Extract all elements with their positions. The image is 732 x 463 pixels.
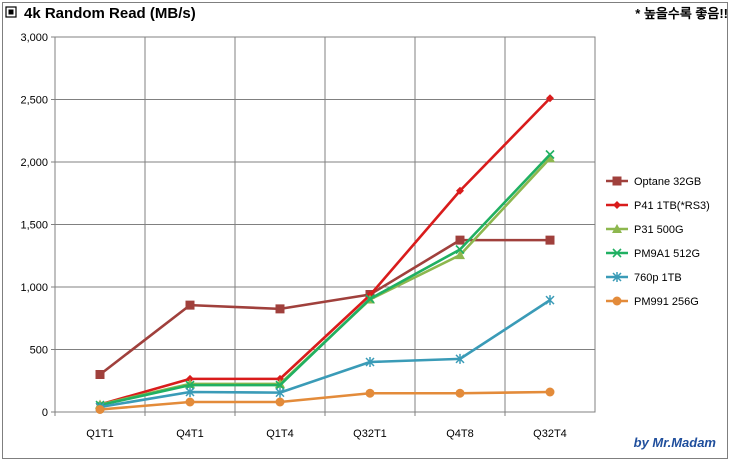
data-point: [456, 186, 464, 195]
data-point: [455, 388, 465, 398]
data-point: [545, 235, 555, 245]
legend-marker: [612, 248, 622, 258]
y-tick-label: 2,000: [20, 157, 48, 169]
legend-item: Optane 32GB: [606, 176, 701, 188]
data-point: [455, 235, 465, 245]
data-point: [185, 397, 195, 407]
series-line: [99, 299, 551, 409]
author-credit: by Mr.Madam: [634, 435, 717, 450]
legend-item: PM991 256G: [606, 296, 699, 308]
y-tick-label: 3,000: [20, 32, 48, 44]
grid-lines: [55, 36, 595, 413]
legend-box: [600, 170, 720, 315]
data-point: [545, 295, 555, 306]
data-point: [185, 300, 195, 310]
series-pm991-256g: [95, 387, 555, 414]
x-tick-label: Q4T8: [446, 428, 474, 440]
y-tick-label: 1,000: [20, 282, 48, 294]
legend-item: 760p 1TB: [606, 272, 682, 284]
legend-label: P31 500G: [634, 224, 684, 236]
x-tick-label: Q32T1: [353, 428, 387, 440]
data-point: [545, 153, 555, 163]
data-point: [365, 388, 375, 398]
x-tick-label: Q1T1: [86, 428, 114, 440]
data-point: [95, 370, 105, 379]
legend-item: P41 1TB(*RS3): [606, 200, 710, 212]
data-point: [185, 380, 195, 390]
series-line: [99, 97, 551, 406]
y-tick-label: 500: [30, 345, 48, 357]
legend-label: PM9A1 512G: [634, 248, 700, 260]
y-tick-label: 0: [42, 407, 48, 419]
legend-label: 760p 1TB: [634, 272, 682, 284]
x-tick-label: Q4T1: [176, 428, 204, 440]
square-marker-icon-inner: [8, 9, 14, 15]
data-point: [455, 353, 465, 364]
series-group: [95, 94, 555, 414]
legend-label: P41 1TB(*RS3): [634, 200, 710, 212]
data-point: [365, 357, 375, 367]
legend-item: PM9A1 512G: [606, 248, 700, 260]
legend-marker: [613, 201, 621, 209]
data-point: [545, 149, 555, 160]
data-point: [455, 250, 465, 260]
data-point: [365, 294, 375, 304]
x-axis-ticks: Q1T1 Q4T1 Q1T4 Q32T1 Q4T8 Q32T4: [54, 412, 567, 440]
series-line: [99, 153, 551, 407]
legend: Optane 32GB P41 1TB(*RS3) P31 500G PM9A1 51…: [606, 176, 710, 308]
data-point: [275, 304, 285, 314]
y-tick-label: 1,500: [20, 220, 48, 232]
legend-marker: [612, 272, 622, 282]
higher-is-better-note: * 높을수록 좋음!!: [635, 6, 728, 21]
data-point: [275, 387, 285, 398]
legend-label: PM991 256G: [634, 296, 699, 308]
chart-frame: [2, 2, 728, 459]
data-point: [275, 397, 285, 407]
data-point: [185, 387, 195, 397]
y-axis-ticks: 0 500 1,000 1,500 2,000 2,500 3,000: [20, 32, 55, 419]
legend-marker: [612, 176, 622, 186]
legend-marker: [612, 224, 622, 233]
legend-label: Optane 32GB: [634, 176, 701, 188]
data-point: [95, 405, 105, 414]
data-point: [275, 380, 285, 390]
series-line: [99, 390, 551, 411]
data-point: [545, 387, 555, 397]
chart-title: 4k Random Read (MB/s): [24, 5, 196, 22]
legend-item: P31 500G: [606, 224, 684, 236]
x-tick-label: Q32T4: [533, 428, 567, 440]
data-point: [546, 94, 554, 103]
legend-marker: [612, 296, 622, 306]
y-tick-label: 2,500: [20, 95, 48, 107]
x-tick-label: Q1T4: [266, 428, 294, 440]
data-point: [455, 244, 465, 255]
